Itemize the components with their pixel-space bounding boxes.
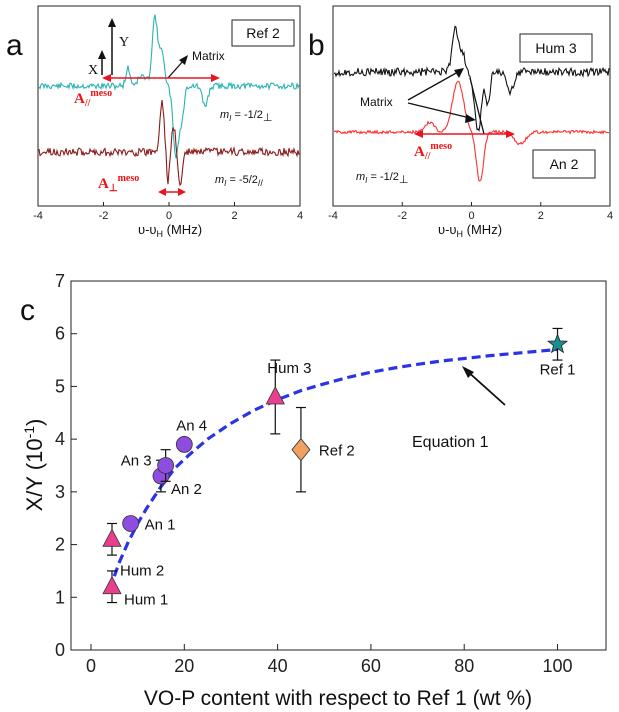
aperp-arrowhead-left xyxy=(158,188,166,196)
xtick-label: 20 xyxy=(174,656,194,676)
x-arrowhead xyxy=(98,50,106,59)
ml-label-top-a: mI = -1/2⊥ xyxy=(220,109,273,124)
matrix-arrowhead-b2 xyxy=(465,114,476,123)
panel-b: b Hum 3 An 2 Matrix A//meso mI = -1/2⊥ -… xyxy=(308,5,613,239)
point-label-an-2: An 2 xyxy=(171,481,202,498)
panel-c-letter: c xyxy=(20,294,35,327)
ytick-label: 4 xyxy=(55,429,65,449)
ref2-box xyxy=(231,19,295,47)
point-label-an-4: An 4 xyxy=(176,417,207,434)
matrix-arrowhead xyxy=(179,55,188,65)
spectrum-an2-red xyxy=(333,80,610,182)
an2-box xyxy=(532,149,596,179)
matrix-arrow xyxy=(167,59,185,79)
point-label-hum-1: Hum 1 xyxy=(124,592,168,609)
point-label-an-1: An 1 xyxy=(145,516,176,533)
xtick-label: -2 xyxy=(397,210,407,222)
panel-c-ylabel: X/Y (10-1) xyxy=(21,419,47,512)
xtick-label: 0 xyxy=(468,210,474,222)
matrix-line-b3 xyxy=(469,77,485,135)
xtick-label: 0 xyxy=(86,656,96,676)
point-hum-3 xyxy=(265,386,285,405)
xtick-label: 2 xyxy=(231,210,237,222)
panel-b-xlabel: υ-υH (MHz) xyxy=(438,222,502,239)
apar-arrowhead-right-b xyxy=(506,130,515,138)
xtick-label: 60 xyxy=(361,656,381,676)
ytick-label: 6 xyxy=(55,324,65,344)
apar-arrowhead-left-a xyxy=(102,74,111,82)
apar-arrowhead-right-a xyxy=(211,74,220,82)
point-label-hum-2: Hum 2 xyxy=(120,562,164,579)
equation-arrowhead xyxy=(462,366,474,378)
xtick-label: -4 xyxy=(33,210,43,222)
spectrum-ref2-teal xyxy=(38,14,300,159)
equation-label: Equation 1 xyxy=(412,434,489,451)
an2-box-label: An 2 xyxy=(550,156,579,172)
aperp-arrowhead-right xyxy=(178,188,186,196)
equation-1-curve xyxy=(108,347,558,590)
xtick-label: 2 xyxy=(538,210,544,222)
panel-b-xticks: -4 -2 0 2 4 xyxy=(328,202,613,222)
xtick-label: 80 xyxy=(454,656,474,676)
point-an-3 xyxy=(157,457,175,474)
xtick-label: 40 xyxy=(268,656,288,676)
point-hum-1 xyxy=(102,575,122,595)
panel-a-xticks: -4 -2 0 2 4 xyxy=(33,202,303,222)
xtick-label: -2 xyxy=(99,210,109,222)
panel-a: a Ref 2 Y X Matrix A//meso A⊥meso mI = -… xyxy=(6,5,303,239)
panel-c-xlabel: VO-P content with respect to Ref 1 (wt %… xyxy=(144,687,532,710)
apar-label-a: A//meso xyxy=(74,88,112,109)
y-arrowhead xyxy=(108,18,116,27)
aperp-label: A⊥meso xyxy=(98,173,139,194)
matrix-label-b: Matrix xyxy=(360,95,393,109)
matrix-arrowhead-b1 xyxy=(454,68,464,78)
xtick-label: 0 xyxy=(166,210,172,222)
hum3-box-label: Hum 3 xyxy=(535,40,576,56)
panel-c-ticks: 0 1 2 3 4 5 6 7 0 20 40 60 80 100 xyxy=(55,271,573,676)
apar-arrowhead-left-b xyxy=(414,130,423,138)
point-label-an-3: An 3 xyxy=(121,453,152,470)
ytick-label: 2 xyxy=(55,535,65,555)
point-ref-1 xyxy=(546,333,569,354)
apar-label-b: A//meso xyxy=(414,141,452,162)
matrix-label-a: Matrix xyxy=(192,49,225,63)
x-label: X xyxy=(88,63,98,78)
ytick-label: 0 xyxy=(55,640,65,660)
point-label-ref-2: Ref 2 xyxy=(319,443,355,460)
panel-a-xlabel: υ-υH (MHz) xyxy=(138,222,202,239)
xtick-label: 4 xyxy=(297,210,303,222)
point-hum-2 xyxy=(102,528,122,547)
ytick-label: 5 xyxy=(55,376,65,396)
ytick-label: 3 xyxy=(55,482,65,502)
point-label-ref-1: Ref 1 xyxy=(540,361,576,378)
ytick-label: 7 xyxy=(55,271,65,291)
xtick-label: -4 xyxy=(328,210,338,222)
ytick-label: 1 xyxy=(55,587,65,607)
panel-a-letter: a xyxy=(6,29,23,62)
matrix-arrow-b2 xyxy=(407,102,471,119)
spectrum-ref2-darkred xyxy=(38,99,300,187)
equation-arrow xyxy=(465,369,506,406)
xtick-label: 4 xyxy=(607,210,613,222)
panel-c-frame xyxy=(70,280,607,651)
ml-label-bottom-a: mI = -5/2// xyxy=(215,174,263,188)
point-label-hum-3: Hum 3 xyxy=(267,360,311,377)
panel-c-points: Hum 1 Hum 2 An 1 An 2 An 3 An 4 Hum 3 Ref 2 Ref … xyxy=(102,327,576,609)
point-an-1 xyxy=(122,515,140,532)
matrix-arrow-b1 xyxy=(407,71,459,101)
xtick-label: 100 xyxy=(542,656,572,676)
ml-label-b: mI = -1/2⊥ xyxy=(356,171,409,186)
hum3-box xyxy=(519,33,593,63)
panel-b-letter: b xyxy=(308,29,325,62)
y-label: Y xyxy=(119,35,129,50)
ref2-box-label: Ref 2 xyxy=(246,25,280,41)
point-an-4 xyxy=(175,436,193,453)
point-ref-2 xyxy=(291,438,311,462)
